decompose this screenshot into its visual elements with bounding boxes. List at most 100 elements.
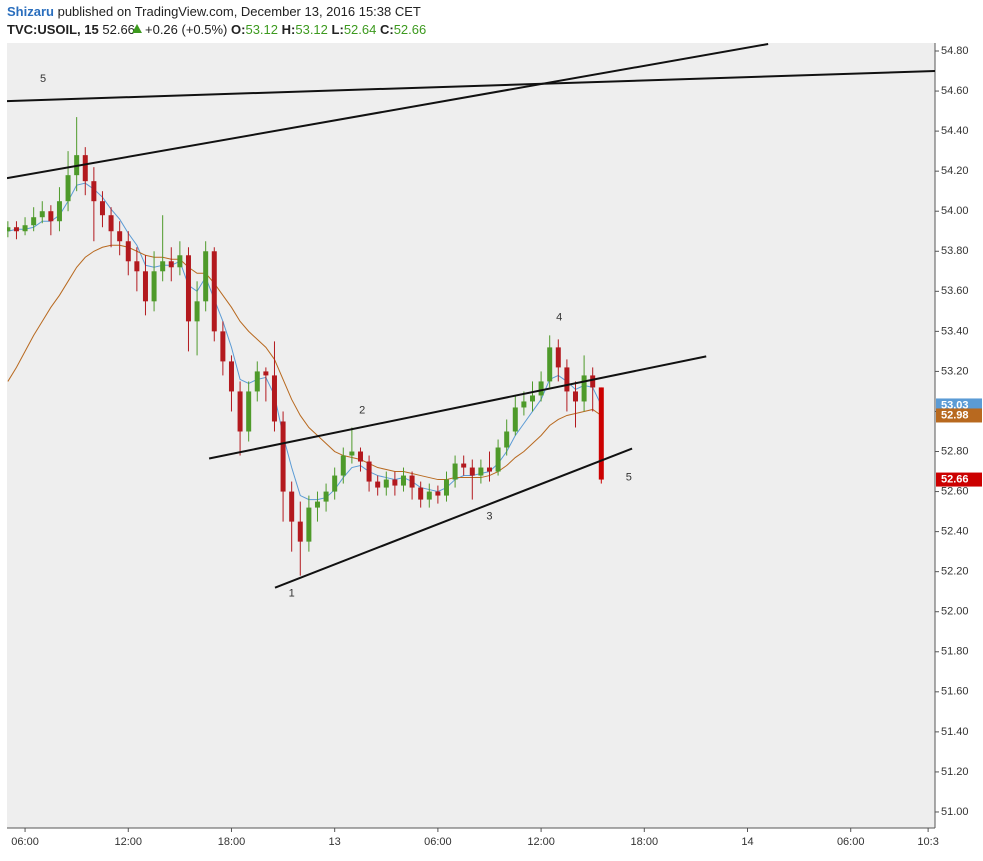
y-tick-label: 51.40 <box>941 726 969 738</box>
candle-body <box>134 261 140 272</box>
y-tick-label: 51.60 <box>941 686 969 698</box>
y-tick-label: 52.60 <box>941 485 969 497</box>
candle-body <box>461 463 467 468</box>
candle-body <box>521 401 527 408</box>
candle-body <box>581 375 587 402</box>
header-ohlc: +0.26 (+0.5%) O:53.12 H:53.12 L:52.64 C:… <box>145 22 426 37</box>
trend-line <box>7 43 769 180</box>
candle-body <box>151 271 157 302</box>
y-tick-label: 51.80 <box>941 646 969 658</box>
y-tick-label: 53.60 <box>941 285 969 297</box>
change: +0.26 (+0.5%) <box>145 22 227 37</box>
candle-body <box>564 367 570 392</box>
wave-label: 2 <box>359 404 365 416</box>
header-line-2: TVC:USOIL, 15 52.66 <box>7 22 135 37</box>
wave-label: 5 <box>626 471 632 483</box>
candle-body <box>495 447 501 472</box>
x-tick-label: 06:00 <box>424 836 452 848</box>
candle-body <box>13 227 19 232</box>
candle-body <box>39 211 45 218</box>
trend-line <box>7 70 935 103</box>
candle-body <box>375 481 381 488</box>
candle-body <box>504 431 510 448</box>
candle-body <box>280 421 286 492</box>
candle-body <box>598 387 604 480</box>
candle-body <box>469 467 475 476</box>
candle-body <box>22 225 28 232</box>
candle-body <box>555 347 561 368</box>
c: 52.66 <box>394 22 427 37</box>
y-tick-label: 51.00 <box>941 806 969 818</box>
candle-body <box>297 521 303 542</box>
candle-body <box>117 231 123 242</box>
candle-body <box>332 475 338 492</box>
candle-body <box>65 175 71 202</box>
candle-body <box>435 491 441 496</box>
candle-body <box>237 391 243 432</box>
candle-body <box>478 467 484 476</box>
wave-label: 4 <box>556 311 562 323</box>
candle-body <box>572 391 578 402</box>
last: 52.66 <box>102 22 135 37</box>
candle-body <box>323 491 329 502</box>
candle-body <box>220 331 226 362</box>
o-label: O: <box>231 22 245 37</box>
symbol: TVC:USOIL, 15 <box>7 22 99 37</box>
candle-body <box>486 467 492 472</box>
moving-average <box>7 244 602 481</box>
candle-body <box>211 251 217 332</box>
wave-label: 3 <box>486 511 492 523</box>
price-tag <box>936 408 982 423</box>
x-tick-label: 10:3 <box>917 836 938 848</box>
published: published on TradingView.com, December 1… <box>58 4 421 19</box>
candle-body <box>185 255 191 322</box>
candle-body <box>392 479 398 486</box>
plot: 5 2 4 3 1 5 <box>7 43 935 600</box>
y-tick-label: 54.20 <box>941 165 969 177</box>
price-tag-label: 52.66 <box>941 473 969 485</box>
candle-body <box>125 241 131 262</box>
candle-body <box>349 451 355 456</box>
candle-body <box>254 371 260 392</box>
candle-body <box>142 271 148 302</box>
candle-body <box>246 391 252 432</box>
candle-body <box>314 501 320 508</box>
trend-line <box>274 447 633 589</box>
candle-body <box>383 479 389 488</box>
candle-body <box>443 479 449 496</box>
price-tag-label: 52.98 <box>941 409 969 421</box>
candle-body <box>271 375 277 422</box>
x-tick-label: 12:00 <box>527 836 555 848</box>
candle-body <box>168 261 174 268</box>
price-tag <box>936 472 982 487</box>
candle-body <box>306 507 312 542</box>
y-tick-label: 53.80 <box>941 245 969 257</box>
x-tick-label: 14 <box>741 836 753 848</box>
candle-body <box>452 463 458 480</box>
plot-area <box>7 43 935 828</box>
candle-body <box>418 487 424 500</box>
x-tick-label: 18:00 <box>631 836 659 848</box>
wave-label: 1 <box>289 588 295 600</box>
candle-body <box>426 491 432 500</box>
y-tick-label: 52.80 <box>941 445 969 457</box>
y-tick-label: 54.40 <box>941 125 969 137</box>
candle-body <box>48 211 54 222</box>
moving-average <box>7 182 602 501</box>
y-tick-label: 53.40 <box>941 325 969 337</box>
trend-line <box>208 355 707 460</box>
c-label: C: <box>380 22 394 37</box>
y-tick-label: 54.80 <box>941 45 969 57</box>
x-tick-label: 18:00 <box>218 836 246 848</box>
x-tick-label: 06:00 <box>11 836 39 848</box>
up-arrow <box>132 24 142 33</box>
y-tick-label: 54.00 <box>941 205 969 217</box>
x-tick-label: 06:00 <box>837 836 865 848</box>
candle-body <box>56 201 62 222</box>
x-tick-label: 13 <box>329 836 341 848</box>
l-label: L: <box>332 22 344 37</box>
y-tick-label: 52.40 <box>941 526 969 538</box>
y-tick-label: 54.60 <box>941 85 969 97</box>
candle-body <box>160 261 166 272</box>
